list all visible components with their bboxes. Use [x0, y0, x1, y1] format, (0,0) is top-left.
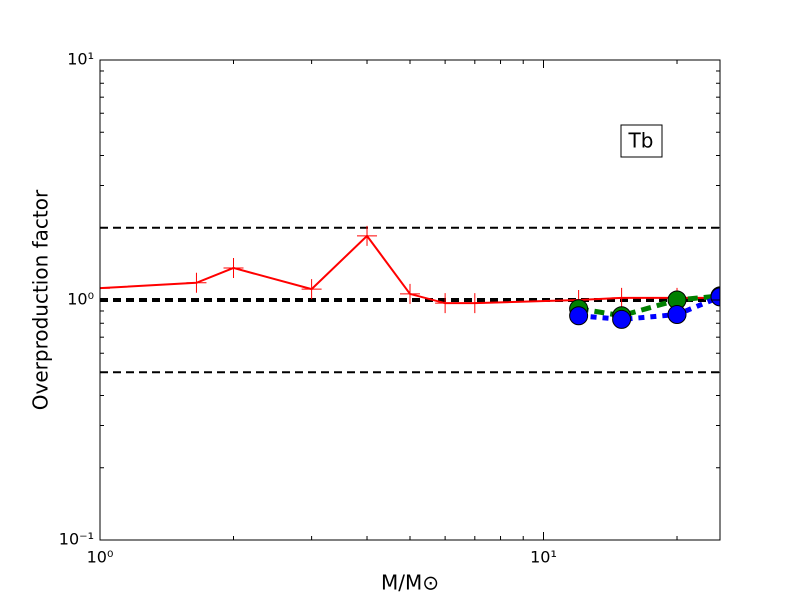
marker — [357, 225, 378, 246]
marker — [569, 306, 589, 326]
x-tick-label: 10⁰ — [87, 548, 114, 567]
y-tick-label: 10⁻¹ — [59, 530, 94, 549]
series-line — [578, 293, 720, 319]
y-tick-label: 10¹ — [67, 50, 94, 69]
marker — [301, 279, 322, 300]
marker — [100, 278, 110, 299]
annotation-box — [620, 124, 663, 158]
series-line — [578, 294, 720, 322]
plot-area — [100, 225, 720, 374]
marker — [464, 293, 485, 314]
marker — [612, 309, 632, 329]
x-axis-label: M/M⊙ — [381, 571, 439, 595]
y-axis-label: Overproduction factor — [29, 189, 53, 410]
marker — [223, 257, 244, 278]
marker — [667, 305, 687, 325]
marker — [400, 283, 420, 304]
x-tick-label: 10¹ — [530, 548, 557, 567]
marker — [186, 272, 207, 293]
marker — [611, 287, 632, 308]
marker — [435, 293, 456, 314]
y-tick-label: 10⁰ — [67, 290, 94, 309]
annotation: Tb — [628, 129, 654, 153]
marker — [710, 287, 720, 307]
